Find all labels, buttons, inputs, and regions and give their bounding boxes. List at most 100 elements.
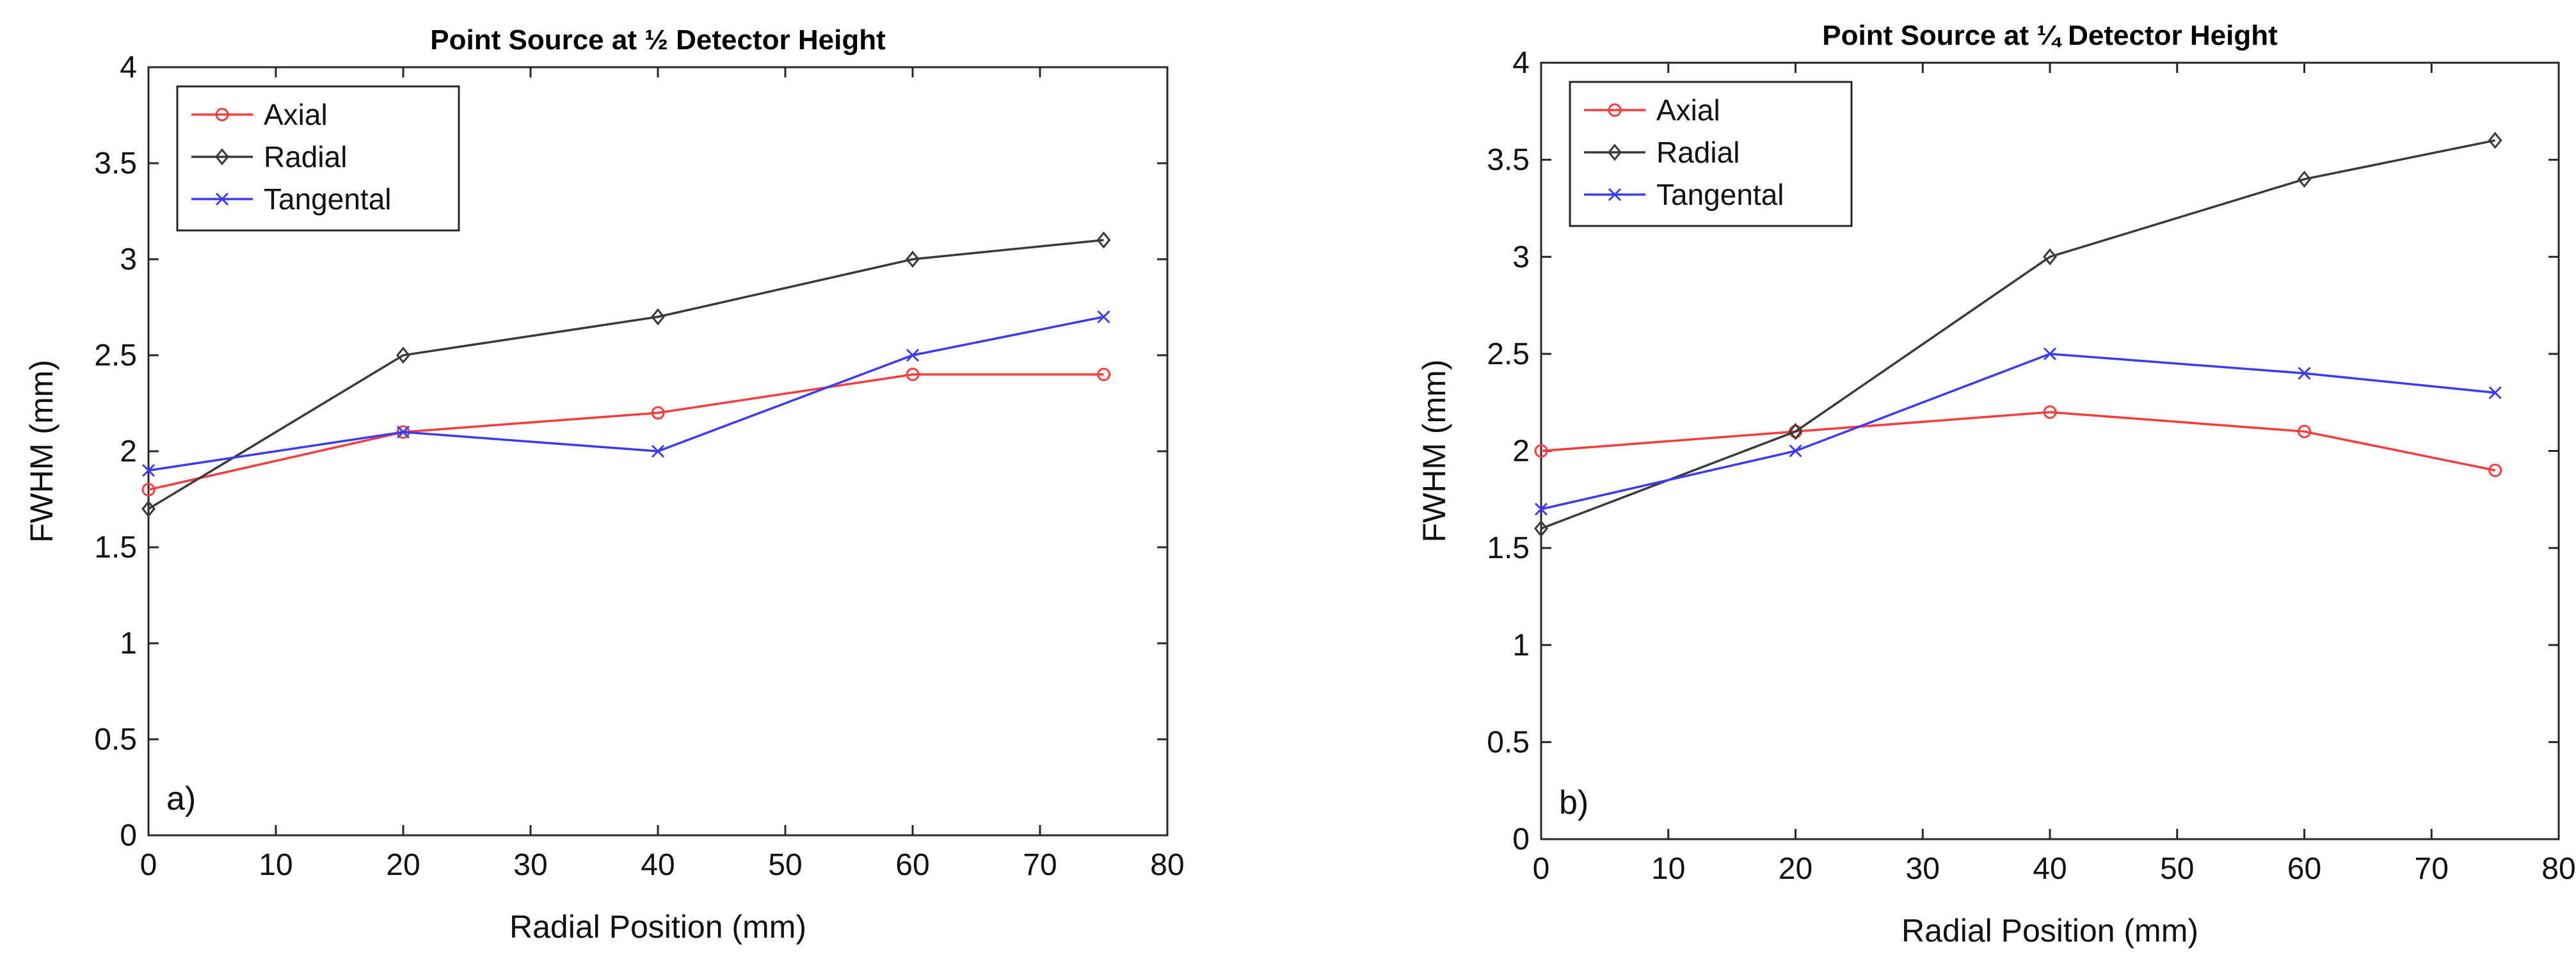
chart-panel-2: 0 10 20 30 40 50 60 70 80 0 0.5 1 1.5 2 2.5 3 3.5 4 Point … [1416, 20, 2576, 949]
data-point-axial [141, 483, 156, 497]
y-tick-label: 2.5 [94, 339, 137, 373]
data-point-tangental [651, 444, 665, 458]
data-point-axial [1097, 367, 1110, 381]
legend-marker-radial [215, 148, 229, 166]
legend-marker-tangental [215, 192, 229, 206]
series-line-radial [1540, 139, 2495, 530]
data-point-tangental [2043, 347, 2057, 360]
x-tick-label: 40 [641, 848, 675, 882]
x-tick-label: 70 [2415, 852, 2449, 886]
legend-marker-axial [1608, 103, 1622, 117]
y-tick-label: 2 [120, 435, 137, 469]
x-tick-label: 60 [2287, 852, 2321, 886]
data-point-tangental [906, 348, 920, 362]
data-point-radial [906, 250, 920, 268]
chart-title: Point Source at ¼ Detector Height [1822, 20, 2278, 51]
y-axis-label: FWHM (mm) [1416, 360, 1452, 543]
series-line-radial [148, 239, 1104, 510]
legend: Axial Radial Tangental [1569, 81, 1853, 227]
data-point-radial [651, 308, 665, 326]
data-point-tangental [2298, 367, 2311, 380]
panel-label: a) [166, 780, 196, 817]
series-tangental [141, 310, 1110, 478]
x-tick-label: 60 [895, 848, 929, 882]
legend-label-axial: Axial [264, 98, 328, 131]
data-point-tangental [1097, 310, 1110, 324]
x-tick-label: 20 [386, 848, 420, 882]
data-point-tangental [141, 463, 156, 478]
data-point-radial [1096, 231, 1111, 249]
series-line-axial [148, 373, 1104, 491]
y-tick-label: 3 [120, 243, 137, 277]
chart-title: Point Source at ½ Detector Height [430, 24, 886, 56]
x-tick-label: 50 [768, 848, 802, 882]
data-point-axial [2488, 463, 2502, 478]
data-point-axial [2043, 405, 2057, 419]
data-point-radial [2488, 131, 2502, 149]
x-tick-label: 70 [1023, 848, 1057, 882]
data-point-radial [1534, 520, 1548, 538]
data-point-tangental [1534, 502, 1548, 516]
legend-label-tangental: Tangental [1656, 178, 1784, 211]
series-tangental [1534, 347, 2502, 516]
x-tick-label: 0 [1533, 852, 1550, 886]
x-tick-label: 80 [1150, 848, 1184, 882]
legend-label-tangental: Tangental [264, 182, 392, 216]
panel-label: b) [1559, 784, 1588, 821]
legend-label-axial: Axial [1656, 93, 1720, 127]
x-tick-label: 30 [1906, 852, 1940, 886]
data-point-tangental [1789, 444, 1802, 458]
legend-box [1569, 81, 1853, 227]
y-tick-label: 0 [1512, 823, 1530, 856]
y-tick-label: 2.5 [1487, 337, 1530, 371]
data-point-axial [906, 367, 920, 381]
x-tick-label: 10 [1651, 852, 1685, 886]
data-point-axial [2298, 424, 2311, 438]
series-line-axial [1540, 411, 2495, 472]
data-point-radial [1788, 422, 1803, 440]
y-tick-label: 0 [120, 819, 137, 853]
chart-panel-1: 0 10 20 30 40 50 60 70 80 0 0.5 1 1.5 2 2.5 3 3.5 4 Point … [24, 24, 1185, 945]
series-axial [141, 367, 1110, 497]
x-tick-label: 10 [259, 848, 292, 882]
x-tick-label: 30 [513, 848, 547, 882]
y-axis-label: FWHM (mm) [24, 360, 60, 543]
x-tick-label: 20 [1779, 852, 1812, 886]
legend: Axial Radial Tangental [176, 85, 460, 232]
y-tick-label: 4 [120, 51, 137, 84]
y-tick-label: 3 [1512, 240, 1530, 274]
data-point-radial [141, 500, 156, 518]
legend-marker-radial [1608, 143, 1622, 161]
x-tick-label: 80 [2541, 852, 2575, 886]
data-point-tangental [2488, 386, 2502, 399]
series-radial [141, 231, 1111, 518]
x-axis-label: Radial Position (mm) [509, 909, 806, 945]
data-point-axial [1534, 444, 1548, 458]
y-tick-label: 1.5 [94, 531, 137, 565]
data-point-radial [2297, 170, 2312, 188]
y-tick-label: 1 [1512, 629, 1530, 662]
x-tick-label: 50 [2160, 852, 2194, 886]
legend-label-radial: Radial [1656, 136, 1740, 169]
x-axis-label: Radial Position (mm) [1901, 913, 2198, 949]
legend-marker-axial [215, 108, 229, 122]
x-tick-label: 0 [140, 848, 157, 882]
y-tick-label: 0.5 [1487, 725, 1530, 759]
legend-marker-tangental [1608, 188, 1622, 202]
series-radial [1534, 131, 2502, 538]
y-tick-label: 2 [1512, 435, 1530, 469]
y-tick-label: 4 [1512, 46, 1530, 80]
y-tick-label: 0.5 [94, 723, 137, 757]
y-tick-label: 3.5 [94, 147, 137, 181]
y-tick-label: 1 [120, 627, 137, 661]
data-point-radial [396, 346, 410, 364]
data-point-axial [651, 406, 665, 420]
legend-label-radial: Radial [264, 140, 347, 173]
legend-box [176, 85, 460, 232]
data-point-tangental [396, 425, 410, 439]
y-tick-label: 1.5 [1487, 531, 1530, 565]
y-tick-label: 3.5 [1487, 143, 1530, 177]
data-point-radial [2043, 248, 2057, 266]
x-tick-label: 40 [2033, 852, 2067, 886]
